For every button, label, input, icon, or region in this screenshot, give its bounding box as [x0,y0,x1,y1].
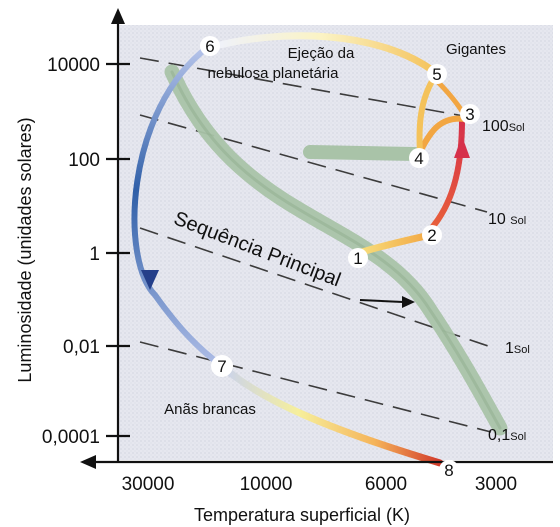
stage-marker-bg [427,64,447,84]
radius-label-10: 10 Sol [488,211,526,228]
stage-marker-2: 2 [422,225,442,245]
stage-number: 6 [205,37,214,56]
y-tick-label: 0,0001 [42,427,100,448]
stage-marker-bg [211,355,233,377]
stage-marker-8: 8 [439,460,459,480]
stage-marker-bg [348,248,368,268]
x-tick-label: 6000 [365,474,407,495]
stage-number: 5 [432,65,441,84]
track-7-8 [218,362,444,467]
stage-marker-5: 5 [427,64,447,84]
y-tick-label: 1 [89,244,100,265]
main-sequence-pointer-head [402,296,415,308]
stage-marker-6: 6 [200,36,220,56]
stage-marker-3: 3 [460,104,480,124]
axes [80,8,553,469]
ejection-label-line2: nebulosa planetária [208,65,340,82]
radius-label-0-1: 0,1Sol [488,427,526,444]
y-tick-label: 0,01 [63,337,100,358]
radius-label-100: 100Sol [482,118,525,135]
x-tick-label: 10000 [240,474,293,495]
stage-marker-1: 1 [348,248,368,268]
radius-line-0-1 [139,341,492,433]
radius-label-1: 1Sol [505,340,530,357]
track-2-3 [427,117,465,233]
radius-unit: Sol [510,215,526,227]
ejection-label-line1: Ejeção da [288,45,355,62]
arrow-head-red [454,136,470,158]
stage-marker-bg [422,225,442,245]
x-axis-arrow [80,455,96,469]
radius-value: 100 [482,118,509,135]
stage-number: 4 [414,149,423,168]
radius-unit: Sol [514,344,530,356]
white-dwarfs-label: Anãs brancas [164,401,256,418]
radius-unit: Sol [509,122,525,134]
radius-value: 0,1 [488,427,510,444]
y-tick-label: 100 [68,150,100,171]
x-tick-label: 3000 [475,474,517,495]
stage-marker-7: 7 [211,355,233,377]
y-tick-label: 10000 [47,55,100,76]
main-sequence-band-edge [170,70,502,430]
track-5-6 [204,32,440,77]
radius-value: 1 [505,340,514,357]
track-3-4 [417,115,468,155]
horizontal-branch-band [303,145,422,161]
radius-unit: Sol [510,431,526,443]
radius-line-1 [139,227,498,350]
stage-number: 8 [444,461,453,480]
stage-marker-bg [409,148,429,168]
x-axis-title: Temperatura superficial (K) [194,505,410,525]
y-axis-title: Luminosidade (unidades solares) [15,117,35,382]
x-tick-label: 30000 [122,474,175,495]
stage-number: 3 [465,105,474,124]
stage-marker-bg [439,460,459,480]
giants-label: Gigantes [446,41,506,58]
radius-value: 10 [488,211,510,228]
arrow-head-blue [141,270,159,290]
stage-number: 1 [353,249,362,268]
y-axis-arrow [111,8,125,24]
stage-number: 2 [427,226,436,245]
stage-marker-bg [200,36,220,56]
track-6-7 [131,44,225,369]
stage-marker-bg [460,104,480,124]
stage-marker-4: 4 [409,148,429,168]
stage-number: 7 [217,357,226,376]
main-sequence-pointer [359,299,404,303]
